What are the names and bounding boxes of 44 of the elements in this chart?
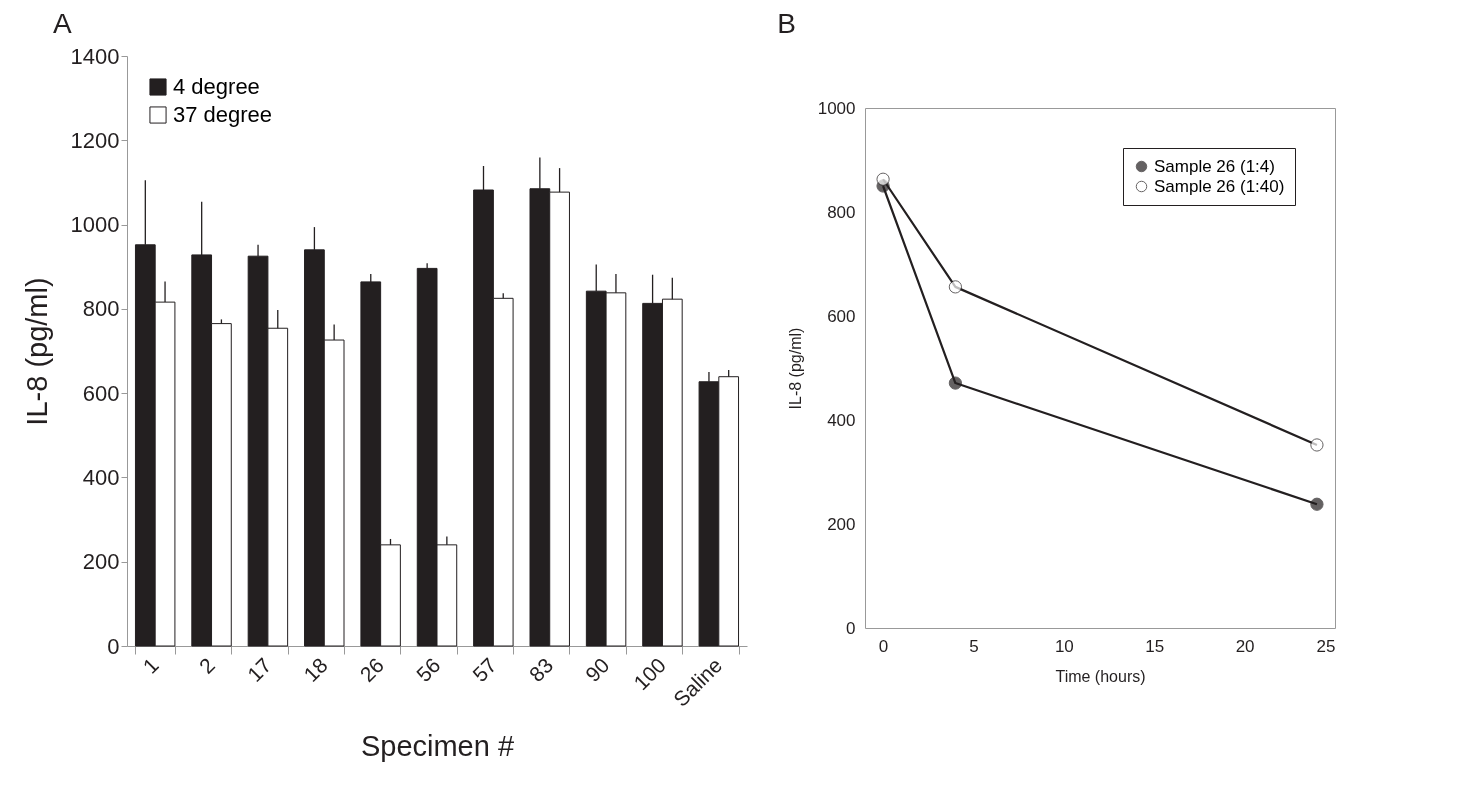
point (948, 376, 963, 390)
x-tick-label: 1 (138, 653, 163, 678)
x-tick-label: 56 (411, 653, 445, 687)
y-tick-label: 400 (82, 464, 120, 490)
y-tick-label: 800 (827, 202, 856, 222)
y-axis-title: IL-8 (pg/ml) (20, 277, 53, 426)
x-axis-title: Time (hours) (1055, 667, 1146, 685)
y-tick-label: 600 (82, 380, 120, 406)
point (1310, 497, 1324, 511)
y-tick-label: 1000 (817, 98, 856, 118)
chart-title: A (53, 8, 73, 39)
x-tick-label: 20 (1235, 636, 1255, 656)
point (876, 172, 890, 186)
x-tick-label: 25 (1316, 636, 1336, 656)
x-tick-label: 10 (1054, 636, 1074, 656)
y-tick-label: 600 (827, 306, 856, 326)
legend-label: 4 degree (173, 74, 260, 99)
y-tick-label: 800 (82, 296, 120, 322)
x-tick-label: 83 (524, 653, 558, 687)
y-tick-label: 1200 (70, 127, 120, 153)
x-tick-label: 26 (355, 653, 389, 687)
x-tick-label: 17 (242, 653, 276, 687)
x-axis-title: Specimen # (360, 729, 515, 762)
y-tick-label: 1400 (70, 43, 120, 69)
x-tick-label: 18 (299, 653, 332, 687)
y-tick-label: 400 (827, 410, 856, 430)
y-tick-label: 1000 (70, 212, 120, 238)
chart-title: B (777, 8, 796, 39)
x-tick-label: 2 (194, 653, 220, 678)
point (1310, 438, 1324, 452)
point (948, 280, 963, 294)
legend-label: 37 degree (173, 102, 273, 127)
x-tick-label: 0 (878, 636, 889, 656)
x-tick-label: 57 (468, 653, 501, 687)
y-axis-title: IL-8 (pg/ml) (786, 327, 804, 410)
y-tick-label: 200 (82, 549, 120, 575)
x-tick-label: 90 (580, 653, 614, 687)
legend-label: Sample 26 (1:4) (1154, 156, 1275, 176)
legend-label: Sample 26 (1:40) (1154, 176, 1285, 196)
y-tick-label: 0 (846, 618, 856, 638)
y-tick-label: 200 (827, 514, 856, 534)
x-tick-label: 100 (628, 653, 671, 695)
x-tick-label: 15 (1145, 636, 1165, 656)
x-tick-label: 5 (969, 636, 979, 656)
